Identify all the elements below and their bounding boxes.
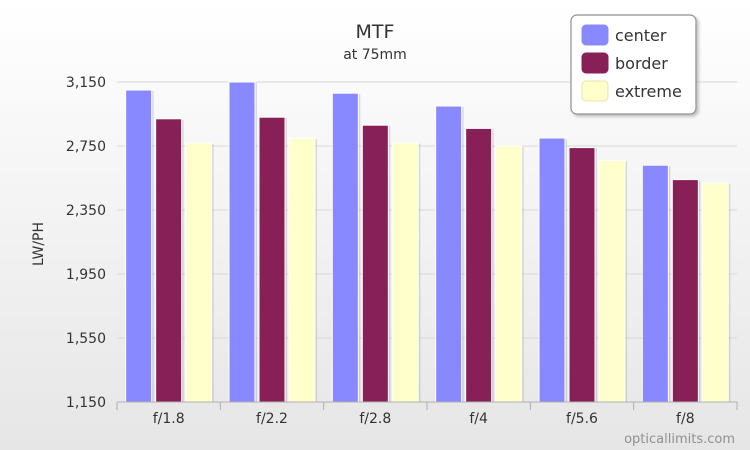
- legend-swatch-center: [581, 24, 609, 46]
- axes: 1,150 1,550 1,950 2,350 2,750 3,150 f/1.8 f/2.2…: [66, 75, 738, 427]
- bar-border: [465, 127, 493, 403]
- x-tick-label: f/2.8: [359, 411, 391, 427]
- bar-border: [568, 147, 596, 403]
- legend-label-extreme: extreme: [615, 82, 682, 101]
- bars: [125, 81, 731, 403]
- legend-label-center: center: [615, 26, 667, 45]
- bar-border: [155, 118, 183, 403]
- y-tick-label: 3,150: [66, 75, 106, 91]
- y-axis-label: LW/PH: [31, 222, 47, 266]
- chart-title: MTF: [356, 21, 395, 43]
- bar-border: [258, 116, 286, 403]
- watermark-text: opticallimits.com: [624, 432, 735, 447]
- x-tick-label: f/4: [469, 411, 488, 427]
- bar-extreme: [391, 142, 419, 403]
- y-tick-label: 1,150: [66, 395, 106, 411]
- bar-center: [228, 81, 256, 403]
- bar-center: [641, 164, 669, 403]
- bar-center: [538, 137, 566, 403]
- grid-lines: [117, 81, 737, 339]
- x-tick-label: f/1.8: [153, 411, 185, 427]
- x-tick-label: f/2.2: [256, 411, 288, 427]
- y-tick-label: 2,350: [66, 203, 106, 219]
- bar-extreme: [495, 145, 523, 403]
- legend-label-border: border: [615, 54, 668, 73]
- x-tick-label: f/5.6: [566, 411, 598, 427]
- x-tick-label: f/8: [676, 411, 695, 427]
- bar-border: [361, 124, 389, 403]
- bar-border: [671, 179, 699, 403]
- bar-extreme: [598, 159, 626, 403]
- bar-extreme: [185, 142, 213, 403]
- legend-swatch-border: [581, 52, 609, 74]
- legend: center border extreme: [570, 14, 697, 115]
- bar-center: [331, 92, 359, 403]
- chart-subtitle: at 75mm: [343, 47, 407, 63]
- bar-center: [125, 89, 153, 403]
- bar-extreme: [288, 137, 316, 403]
- y-tick-label: 2,750: [66, 139, 106, 155]
- y-tick-label: 1,550: [66, 331, 106, 347]
- legend-swatch-extreme: [581, 80, 609, 102]
- bar-extreme: [701, 182, 729, 403]
- y-tick-label: 1,950: [66, 267, 106, 283]
- bar-center: [435, 105, 463, 403]
